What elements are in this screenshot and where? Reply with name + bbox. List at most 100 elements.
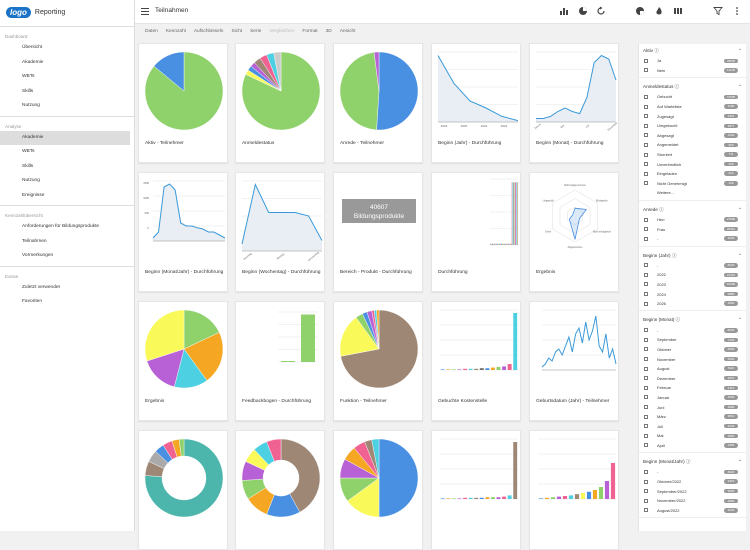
sidebar-item-uebersicht[interactable]: Übersicht: [0, 41, 134, 56]
sidebar-item-anforderungen[interactable]: Anforderungen für Bildungsprodukte: [0, 220, 134, 235]
tab-sicht[interactable]: Sicht: [231, 29, 242, 34]
sidebar-item-analyse-akademie[interactable]: Akademie: [0, 131, 130, 146]
checkbox[interactable]: [644, 162, 648, 166]
chart-card[interactable]: Geburtsdatum (Jahr) - Teilnehmer: [529, 301, 619, 421]
checkbox[interactable]: [644, 470, 648, 474]
refresh-icon[interactable]: [596, 6, 606, 16]
filter-group-header[interactable]: Beginn (Monat) ⓘ⌃: [639, 313, 746, 325]
checkbox[interactable]: [644, 489, 648, 493]
chart-card[interactable]: [235, 430, 325, 550]
checkbox[interactable]: [644, 59, 648, 63]
checkbox[interactable]: [644, 338, 648, 342]
tab-serie[interactable]: Serie: [250, 29, 261, 34]
checkbox[interactable]: [644, 499, 648, 503]
checkbox[interactable]: [644, 68, 648, 72]
chart-card[interactable]: Ergebnis: [138, 301, 228, 421]
chart-card[interactable]: [333, 430, 423, 550]
checkbox[interactable]: [644, 143, 648, 147]
sidebar-item-favoriten[interactable]: Favoriten: [0, 295, 134, 310]
chart-card[interactable]: [431, 430, 521, 550]
columns-icon[interactable]: [673, 6, 683, 16]
filter-option[interactable]: -8220: [639, 261, 746, 271]
checkbox[interactable]: [644, 227, 648, 231]
checkbox[interactable]: [644, 386, 648, 390]
sidebar-item-nutzung[interactable]: Nutzung: [0, 99, 134, 114]
chart-card[interactable]: Funktion - Teilnehmer: [333, 301, 423, 421]
checkbox[interactable]: [644, 114, 648, 118]
filter-option[interactable]: -8220: [639, 467, 746, 477]
checkbox[interactable]: [644, 508, 648, 512]
checkbox[interactable]: [644, 181, 648, 185]
checkbox[interactable]: [644, 376, 648, 380]
tab-daten[interactable]: Daten: [145, 29, 158, 34]
tab-kennzahl[interactable]: Kennzahl: [166, 29, 186, 34]
checkbox[interactable]: [644, 434, 648, 438]
checkbox[interactable]: [644, 124, 648, 128]
checkbox[interactable]: [644, 480, 648, 484]
checkbox[interactable]: [644, 415, 648, 419]
sidebar-item-zuletzt[interactable]: Zuletzt verwendet: [0, 281, 134, 296]
checkbox[interactable]: [644, 282, 648, 286]
checkbox[interactable]: [644, 105, 648, 109]
tab-format[interactable]: Format: [302, 29, 317, 34]
tab-3d[interactable]: 3D: [326, 29, 332, 34]
checkbox[interactable]: [644, 424, 648, 428]
chart-card[interactable]: Feedbackbogen - Durchführung: [235, 301, 325, 421]
menu-icon[interactable]: [141, 8, 149, 17]
chart-card[interactable]: Gebuchte Kostenstelle: [431, 301, 521, 421]
filter-group-header[interactable]: Aktiv ⓘ⌃: [639, 44, 746, 56]
checkbox[interactable]: [644, 237, 648, 241]
checkbox[interactable]: [644, 328, 648, 332]
filter-option[interactable]: -4500: [639, 234, 746, 244]
sidebar-item-skills[interactable]: Skills: [0, 85, 134, 100]
checkbox[interactable]: [644, 357, 648, 361]
filter-group-header[interactable]: Beginn (Monat/Jahr) ⓘ⌃: [639, 455, 746, 467]
checkbox[interactable]: [644, 273, 648, 277]
chevron-up-icon[interactable]: ⌃: [738, 84, 742, 90]
checkbox[interactable]: [644, 292, 648, 296]
filter-group-header[interactable]: Beginn (Jahr) ⓘ⌃: [639, 249, 746, 261]
checkbox[interactable]: [644, 347, 648, 351]
chevron-up-icon[interactable]: ⌃: [738, 207, 742, 213]
pie-chart-icon[interactable]: [578, 6, 588, 16]
checkbox[interactable]: [644, 443, 648, 447]
chevron-up-icon[interactable]: ⌃: [738, 253, 742, 259]
chart-card[interactable]: [529, 430, 619, 550]
checkbox[interactable]: [644, 405, 648, 409]
sidebar-item-vormerkungen[interactable]: Vormerkungen: [0, 249, 134, 264]
sidebar-item-analyse-skills[interactable]: Skills: [0, 160, 134, 175]
filter-option[interactable]: -8220: [639, 325, 746, 335]
checkbox[interactable]: [644, 218, 648, 222]
show-more-link[interactable]: Weitere...: [639, 188, 746, 198]
chart-card[interactable]: Anmeldestatus: [235, 43, 325, 163]
